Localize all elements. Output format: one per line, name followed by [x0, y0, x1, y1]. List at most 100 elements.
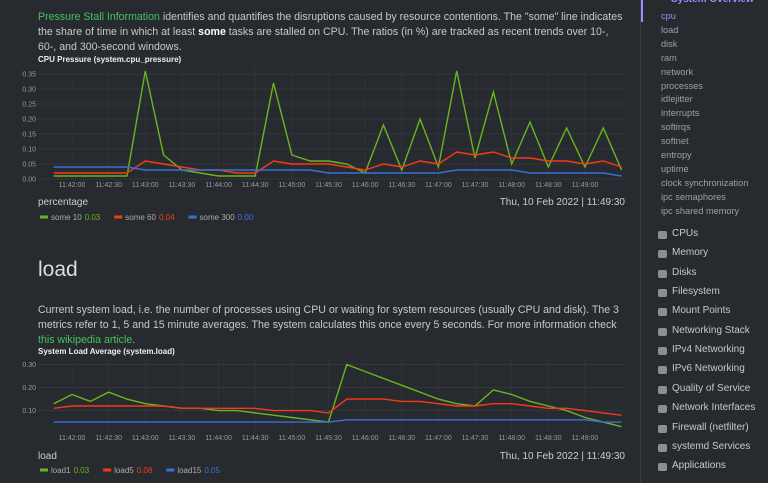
- x-tick-label: 11:48:00: [498, 435, 525, 442]
- legend-value: 0.05: [204, 466, 220, 475]
- x-tick-label: 11:45:00: [278, 435, 305, 442]
- x-tick-label: 11:45:30: [315, 182, 342, 189]
- x-tick-label: 11:42:30: [95, 435, 122, 442]
- x-tick-label: 11:42:30: [95, 182, 122, 189]
- x-tick-label: 11:44:00: [205, 182, 232, 189]
- unit-label: load: [38, 451, 57, 462]
- menu-item[interactable]: clock synchronization: [661, 177, 749, 188]
- section-icon: [658, 443, 667, 452]
- chart-title: CPU Pressure (system.cpu_pressure): [38, 55, 182, 64]
- y-tick-label: 0.00: [22, 177, 36, 184]
- x-tick-label: 11:42:00: [59, 435, 86, 442]
- menu-item[interactable]: disk: [661, 38, 678, 49]
- section-icon: [658, 231, 667, 239]
- active-bar: [641, 0, 643, 22]
- x-tick-label: 11:48:00: [498, 182, 525, 189]
- series-line: [53, 151, 622, 174]
- date-label: Thu, 10 Feb 2022 | 11:49:30: [500, 451, 626, 462]
- section-icon: [658, 424, 667, 433]
- y-tick-label: 0.05: [22, 162, 36, 169]
- section-heading: load: [38, 258, 78, 281]
- x-tick-label: 11:42:00: [59, 182, 86, 189]
- load-text-1: Current system load, i.e. the number of …: [38, 304, 619, 331]
- x-tick-label: 11:46:30: [388, 435, 415, 442]
- menu-item[interactable]: idlejitter: [661, 94, 693, 105]
- intro-text: Pressure Stall Information identifies an…: [38, 10, 628, 55]
- x-tick-label: 11:47:00: [425, 182, 452, 189]
- chart-title: System Load Average (system.load): [38, 347, 175, 356]
- section-icon: [658, 327, 667, 336]
- menu-item[interactable]: softnet: [661, 136, 689, 147]
- menu-item[interactable]: cpu: [661, 11, 676, 21]
- menu-section[interactable]: Disks: [672, 266, 697, 278]
- x-tick-label: 11:49:00: [572, 182, 599, 189]
- menu-section[interactable]: Quality of Service: [672, 382, 751, 394]
- y-tick-label: 0.15: [22, 132, 36, 139]
- legend-name: load1: [51, 466, 71, 475]
- menu-section[interactable]: Mount Points: [672, 305, 731, 317]
- series-line: [53, 166, 622, 177]
- menu-item[interactable]: processes: [661, 80, 703, 91]
- x-tick-label: 11:46:00: [352, 182, 379, 189]
- section-icon: [658, 308, 667, 317]
- legend-value: 0.08: [137, 466, 153, 475]
- intro-text-1: identifies and quantifies the disruption…: [38, 11, 623, 38]
- x-tick-label: 11:47:00: [425, 435, 452, 442]
- legend-name: some 300: [200, 213, 236, 222]
- menu-item[interactable]: ipc shared memory: [661, 205, 740, 216]
- section-icon: [658, 347, 667, 356]
- menu-item[interactable]: network: [661, 66, 694, 77]
- intro-text-2: tasks are stalled on CPU. The ratios (in…: [38, 26, 609, 53]
- menu-section[interactable]: IPv4 Networking: [672, 344, 745, 356]
- x-tick-label: 11:44:30: [242, 435, 269, 442]
- menu-section[interactable]: Filesystem: [672, 286, 720, 298]
- section-icon: [658, 463, 667, 472]
- sidebar: System Overview cpu load disk ram network pro…: [640, 0, 768, 483]
- menu-item[interactable]: entropy: [661, 150, 692, 160]
- legend-name: some 10: [51, 213, 82, 222]
- psi-link[interactable]: Pressure Stall Information: [38, 11, 160, 23]
- menu-section[interactable]: Memory: [672, 247, 709, 259]
- series-line: [53, 419, 622, 423]
- legend-value: 0.03: [85, 213, 101, 222]
- x-tick-label: 11:45:00: [278, 182, 305, 189]
- legend-name: load15: [177, 466, 202, 475]
- menu-section[interactable]: CPUs: [672, 228, 699, 239]
- x-tick-label: 11:46:00: [352, 435, 379, 442]
- menu-item[interactable]: uptime: [661, 163, 689, 174]
- menu-section[interactable]: IPv6 Networking: [672, 363, 745, 375]
- menu-header[interactable]: System Overview: [671, 0, 754, 5]
- menu-item[interactable]: ram: [661, 52, 677, 63]
- date-label: Thu, 10 Feb 2022 | 11:49:30: [500, 197, 626, 208]
- unit-label: percentage: [38, 197, 88, 208]
- legend-name: load5: [114, 466, 134, 475]
- load-text: Current system load, i.e. the number of …: [38, 303, 628, 348]
- x-tick-label: 11:47:30: [462, 182, 489, 189]
- series-line: [53, 363, 622, 428]
- legend-name: some 60: [125, 213, 156, 222]
- y-tick-label: 0.20: [22, 385, 36, 392]
- x-tick-label: 11:43:00: [132, 182, 159, 189]
- menu-section[interactable]: Firewall (netfilter): [672, 421, 749, 433]
- x-tick-label: 11:43:30: [169, 182, 196, 189]
- menu-item[interactable]: load: [661, 24, 679, 35]
- x-tick-label: 11:44:30: [242, 182, 269, 189]
- menu-section[interactable]: systemd Services: [672, 440, 751, 452]
- x-tick-label: 11:49:00: [572, 435, 599, 442]
- x-tick-label: 11:43:30: [169, 435, 196, 442]
- legend-value: 0.03: [74, 466, 90, 475]
- menu-item[interactable]: ipc semaphores: [661, 191, 726, 202]
- charts: CPU Pressure (system.cpu_pressure) 0.00 0.…: [22, 55, 626, 475]
- menu-section[interactable]: Network Interfaces: [672, 402, 756, 414]
- wiki-link[interactable]: this wikipedia article: [38, 334, 133, 346]
- series-line: [53, 70, 623, 177]
- section-icon: [658, 250, 667, 259]
- load-text-end: .: [132, 334, 136, 346]
- menu-section[interactable]: Applications: [672, 460, 726, 472]
- menu-item[interactable]: softirqs: [661, 122, 691, 133]
- menu-item[interactable]: interrupts: [661, 108, 700, 119]
- menu-section[interactable]: Networking Stack: [672, 324, 750, 336]
- y-tick-label: 0.20: [22, 117, 36, 124]
- x-tick-label: 11:43:00: [132, 435, 159, 442]
- y-tick-label: 0.30: [22, 87, 36, 94]
